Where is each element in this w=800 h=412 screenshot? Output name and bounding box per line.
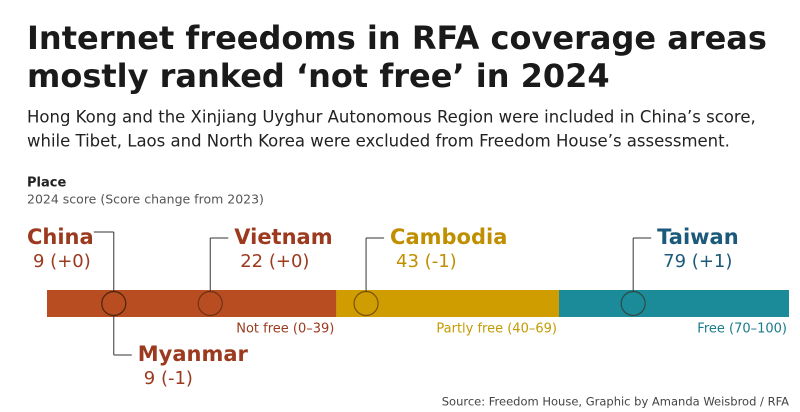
band-label: Partly free (40–69) [436, 322, 557, 337]
point-name: Myanmar [138, 342, 249, 366]
chart-title: Internet freedoms in RFA coverage areas [27, 19, 767, 57]
key-value: 2024 score (Score change from 2023) [27, 192, 264, 207]
band [47, 290, 337, 317]
value-label: 9 (-1) [144, 368, 193, 389]
key-name: Place [27, 176, 66, 191]
subtitle: while Tibet, Laos and North Korea were e… [27, 132, 730, 151]
chart-title: mostly ranked ‘not free’ in 2024 [27, 57, 610, 95]
band [558, 290, 789, 317]
point-name: Cambodia [390, 225, 507, 249]
band-label: Not free (0–39) [236, 322, 334, 337]
subtitle: Hong Kong and the Xinjiang Uyghur Autono… [27, 108, 756, 127]
value-label: 22 (+0) [240, 251, 309, 272]
value-label: 43 (-1) [396, 251, 457, 272]
value-label: 79 (+1) [663, 251, 732, 272]
point-name: China [27, 225, 94, 249]
point-name: Taiwan [657, 225, 739, 249]
band-label: Free (70–100) [697, 322, 787, 337]
source: Source: Freedom House, Graphic by Amanda… [442, 395, 789, 409]
value-label: 9 (+0) [33, 251, 91, 272]
point-name: Vietnam [234, 225, 332, 249]
band [336, 290, 559, 317]
